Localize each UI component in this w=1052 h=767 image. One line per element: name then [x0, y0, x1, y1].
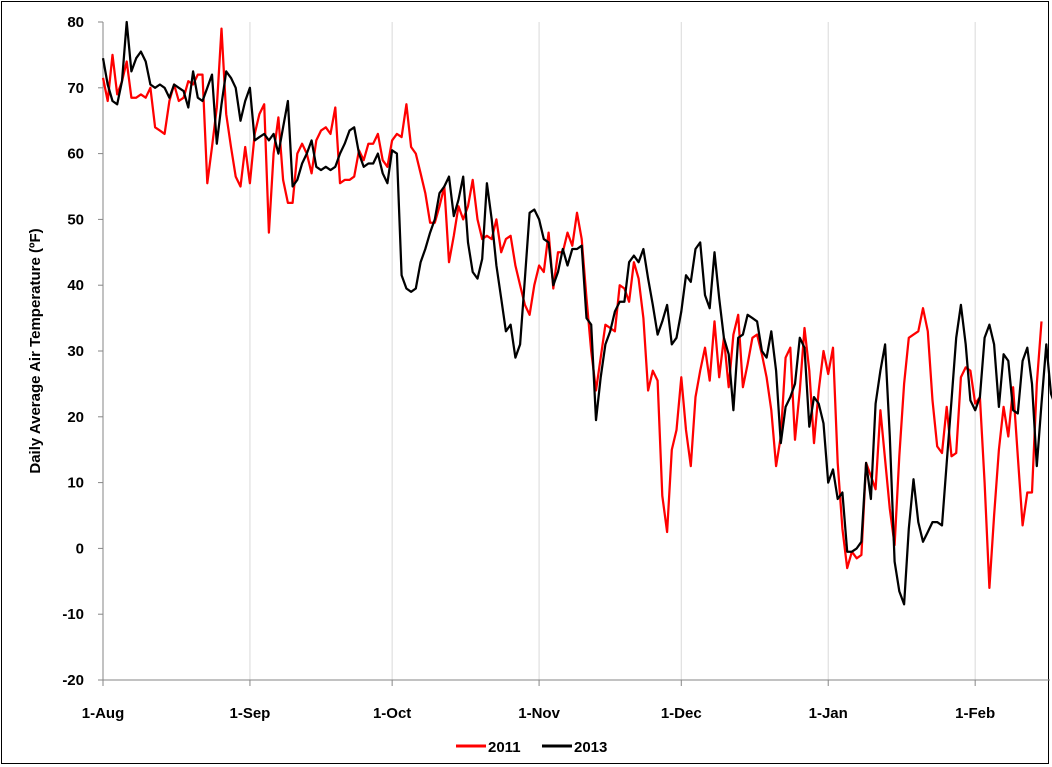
y-tick-label: 70 [67, 80, 84, 97]
y-tick-label: -10 [62, 606, 84, 623]
x-tick-label: 1-Oct [373, 705, 411, 722]
x-tick-labels: 1-Aug 1-Sep 1-Oct 1-Nov 1-Dec 1-Jan 1-Feb [82, 680, 995, 722]
y-tick-label: 40 [67, 277, 84, 294]
x-tick-label: 1-Aug [82, 705, 125, 722]
series-lines [101, 20, 1052, 606]
x-tick-label: 1-Sep [230, 705, 271, 722]
y-axis-title: Daily Average Air Temperature (ºF) [27, 228, 44, 473]
legend: 2011 2013 [456, 739, 607, 756]
y-tick-label: 20 [67, 409, 84, 426]
y-tick-label: 50 [67, 211, 84, 228]
x-tick-label: 1-Dec [661, 705, 702, 722]
y-tick-label: 80 [67, 14, 84, 31]
x-tick-label: 1-Feb [955, 705, 995, 722]
x-tick-label: 1-Jan [809, 705, 848, 722]
gridlines [249, 22, 976, 680]
series-line-2013 [101, 20, 1052, 606]
y-tick-label: -20 [62, 672, 84, 689]
y-tick-label: 30 [67, 343, 84, 360]
x-tick-label: 1-Nov [518, 705, 560, 722]
legend-label-2011: 2011 [488, 739, 521, 756]
y-tick-label: 60 [67, 146, 84, 163]
y-tick-labels: -20 -10 0 10 20 30 40 50 60 70 80 [62, 14, 103, 689]
y-tick-label: 0 [76, 540, 84, 557]
y-tick-label: 10 [67, 475, 84, 492]
series-line-2011 [101, 27, 1043, 590]
legend-label-2013: 2013 [574, 739, 607, 756]
